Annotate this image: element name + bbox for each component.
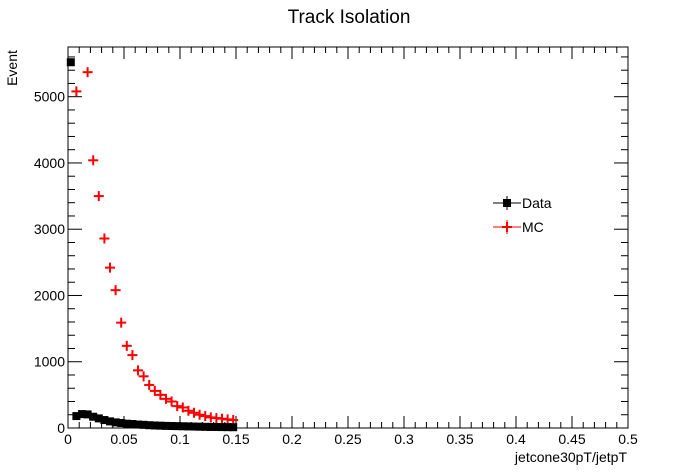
data-point bbox=[94, 414, 103, 423]
legend: Data MC bbox=[493, 195, 552, 235]
x-tick-label: 0.4 bbox=[506, 431, 526, 447]
x-tick-label: 0.05 bbox=[110, 431, 137, 447]
data-point bbox=[89, 412, 98, 421]
data-point bbox=[66, 58, 75, 67]
data-point bbox=[72, 412, 81, 421]
data-point bbox=[106, 417, 114, 426]
y-tick-label: 5000 bbox=[34, 89, 65, 105]
legend-marker bbox=[503, 199, 511, 207]
mc-point bbox=[138, 371, 149, 382]
y-tick-label: 3000 bbox=[34, 221, 65, 237]
mc-point bbox=[93, 191, 104, 202]
data-point bbox=[122, 419, 131, 428]
mc-point bbox=[200, 411, 211, 422]
x-tick-label: 0.5 bbox=[618, 431, 638, 447]
mc-point bbox=[144, 379, 155, 390]
x-tick-label: 0.3 bbox=[394, 431, 414, 447]
mc-point bbox=[149, 385, 160, 396]
x-tick-label: 0.35 bbox=[446, 431, 473, 447]
data-point bbox=[111, 418, 120, 427]
data-point bbox=[150, 421, 159, 430]
data-point bbox=[156, 421, 165, 430]
x-axis-label: jetcone30pT/jetpT bbox=[514, 449, 628, 465]
data-point bbox=[134, 420, 142, 429]
mc-point bbox=[88, 155, 99, 166]
data-point bbox=[128, 420, 137, 429]
mc-point bbox=[194, 409, 205, 420]
legend-label: Data bbox=[522, 195, 552, 211]
data-point bbox=[184, 422, 193, 431]
data-point bbox=[218, 423, 226, 432]
x-tick-label: 0.2 bbox=[282, 431, 302, 447]
mc-point bbox=[116, 317, 127, 328]
y-tick-label: 4000 bbox=[34, 155, 65, 171]
mc-point bbox=[82, 67, 93, 78]
y-tick-label: 1000 bbox=[34, 354, 65, 370]
data-point bbox=[223, 423, 232, 432]
mc-point bbox=[110, 285, 121, 296]
data-point bbox=[178, 422, 187, 431]
legend-label: MC bbox=[522, 219, 544, 235]
data-point bbox=[173, 422, 182, 431]
data-point bbox=[195, 422, 204, 431]
data-point bbox=[117, 419, 126, 428]
data-point bbox=[206, 422, 215, 431]
mc-point bbox=[166, 396, 177, 407]
chart-title: Track Isolation bbox=[288, 7, 411, 28]
plot-frame bbox=[67, 46, 629, 429]
mc-point bbox=[177, 402, 188, 413]
y-tick-label: 0 bbox=[57, 420, 65, 436]
x-tick-label: 0.1 bbox=[170, 431, 190, 447]
mc-point bbox=[183, 405, 194, 416]
mc-point bbox=[105, 262, 115, 273]
axes: 0 0.05 0.1 0.15 0.2 0.25 0.3 0.35 0.4 0.45 0.5 0 100… bbox=[34, 47, 638, 447]
mc-point bbox=[99, 233, 110, 244]
data-point bbox=[78, 410, 86, 419]
data-point bbox=[212, 423, 221, 432]
mc-point bbox=[155, 389, 166, 400]
data-point bbox=[145, 421, 154, 430]
data-point bbox=[167, 422, 176, 431]
legend-marker bbox=[502, 222, 512, 232]
data-point bbox=[229, 423, 238, 432]
data-point bbox=[190, 422, 198, 431]
x-tick-label: 0.45 bbox=[558, 431, 585, 447]
data-point bbox=[100, 416, 109, 425]
mc-point bbox=[71, 86, 82, 97]
mc-point bbox=[161, 393, 171, 404]
data-point bbox=[201, 422, 210, 431]
data-marks bbox=[66, 58, 239, 432]
data-point bbox=[139, 420, 148, 429]
x-tick-label: 0 bbox=[64, 431, 72, 447]
mc-point bbox=[127, 350, 138, 361]
mc-point bbox=[189, 407, 199, 418]
data-point bbox=[83, 410, 92, 419]
x-tick-label: 0.15 bbox=[222, 431, 249, 447]
y-axis-label: Event bbox=[4, 50, 20, 86]
data-point bbox=[162, 421, 170, 430]
mc-point bbox=[133, 365, 143, 376]
x-tick-label: 0.25 bbox=[334, 431, 361, 447]
mc-point bbox=[172, 401, 183, 412]
y-tick-label: 2000 bbox=[34, 287, 65, 303]
mc-point bbox=[121, 340, 132, 351]
